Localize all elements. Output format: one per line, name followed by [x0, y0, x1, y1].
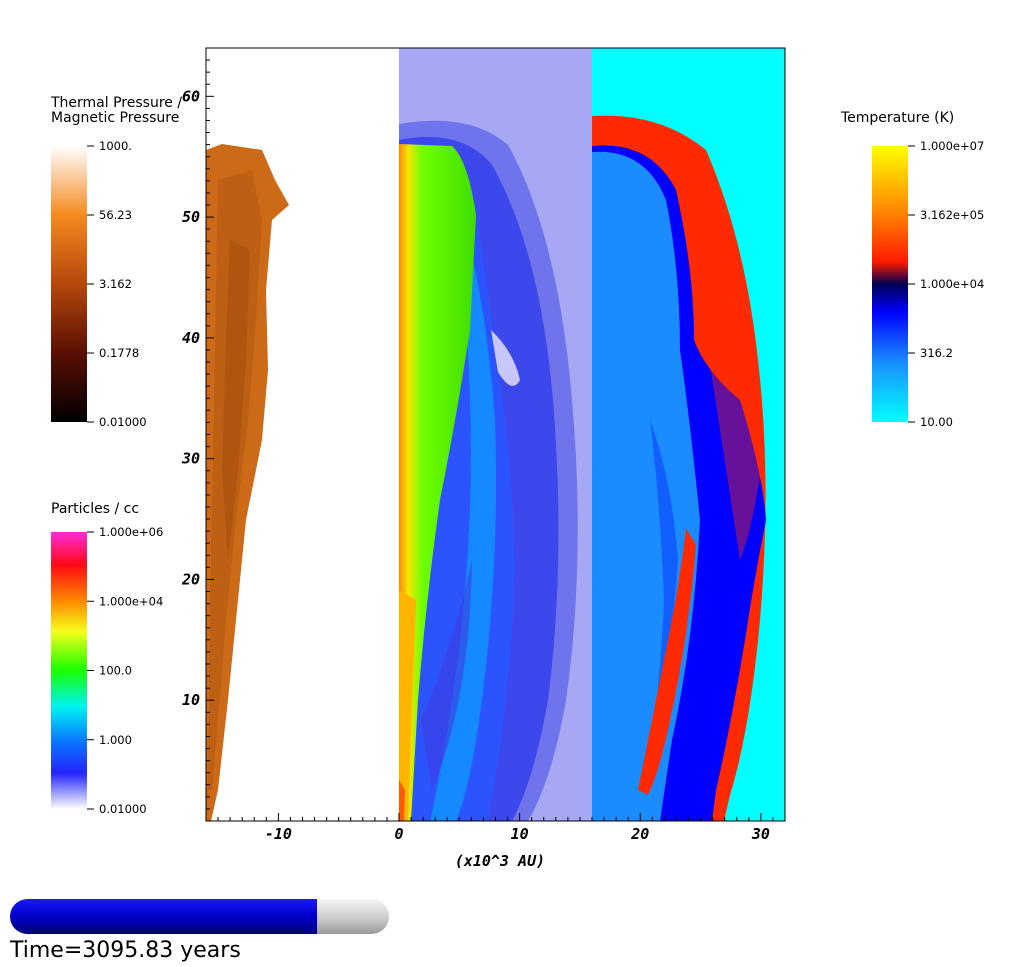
colorbar-swatch: [872, 146, 908, 422]
density-panel: [399, 48, 592, 821]
x-tick-label: 10: [511, 825, 529, 843]
time-progress-fill-edge: [298, 899, 317, 934]
colorbar-tick-label: 1.000e+04: [99, 594, 163, 608]
colorbar-tick-label: 10.00: [920, 415, 953, 429]
y-tick-label: 30: [181, 450, 200, 468]
y-tick-labels: 10 20 30 40 50 60: [181, 87, 200, 709]
colorbar-ticks: 1.000e+07 3.162e+05 1.000e+04 316.2 10.00: [908, 139, 984, 429]
colorbar-tick-label: 1000.: [99, 139, 132, 153]
colorbar-tick-label: 3.162: [99, 277, 132, 291]
x-tick-label: 30: [751, 825, 770, 843]
x-axis-label: (x10^3 AU): [455, 852, 545, 870]
x-tick-label: -10: [265, 825, 292, 843]
colorbar-tick-label: 1.000e+07: [920, 139, 984, 153]
colorbar-swatch: [51, 146, 87, 422]
time-label: Time=3095.83 years: [9, 938, 241, 963]
y-tick-label: 40: [182, 329, 200, 347]
colorbar-tick-label: 100.0: [99, 664, 132, 678]
pressure-ratio-panel: [206, 48, 399, 821]
colorbar-ticks: 1.000e+06 1.000e+04 100.0 1.000 0.01000: [87, 525, 163, 816]
colorbar-tick-label: 3.162e+05: [920, 208, 984, 222]
time-progress-bar: [10, 899, 389, 934]
colorbar-ticks: 1000. 56.23 3.162 0.1778 0.01000: [87, 139, 147, 429]
x-tick-label: 0: [394, 825, 403, 843]
plot-area: [206, 48, 785, 821]
temperature-panel: [592, 48, 785, 821]
colorbar-swatch: [51, 532, 87, 809]
y-tick-label: 10: [182, 691, 200, 709]
y-tick-label: 50: [182, 208, 200, 226]
colorbar-title-line: Temperature (K): [840, 110, 954, 126]
x-tick-label: 20: [630, 825, 649, 843]
colorbar-tick-label: 1.000e+04: [920, 277, 984, 291]
colorbar-title-line: Thermal Pressure /: [50, 95, 182, 111]
colorbar-temperature: Temperature (K) 1.000e+073.162e+051.000e…: [840, 110, 984, 429]
colorbar-tick-label: 0.01000: [99, 802, 147, 816]
colorbar-tick-label: 1.000e+06: [99, 525, 163, 539]
y-tick-label: 60: [182, 87, 200, 105]
colorbar-tick-label: 0.1778: [99, 346, 139, 360]
colorbar-density: Particles / cc 1.000e+061.000e+04100.01.…: [51, 501, 163, 816]
colorbar-title-line: Particles / cc: [51, 501, 139, 517]
x-tick-labels: -10 0 10 20 30: [265, 825, 770, 843]
time-progress-fill: [10, 899, 317, 934]
colorbar-tick-label: 316.2: [920, 346, 953, 360]
colorbar-tick-label: 0.01000: [99, 415, 147, 429]
colorbar-title-line: Magnetic Pressure: [51, 110, 179, 126]
colorbar-tick-label: 56.23: [99, 208, 132, 222]
axis-ticks: [205, 47, 786, 822]
colorbar-tick-label: 1.000: [99, 733, 132, 747]
y-tick-label: 20: [181, 570, 200, 588]
colorbar-pressure-ratio: Thermal Pressure / Magnetic Pressure 100…: [50, 95, 182, 429]
